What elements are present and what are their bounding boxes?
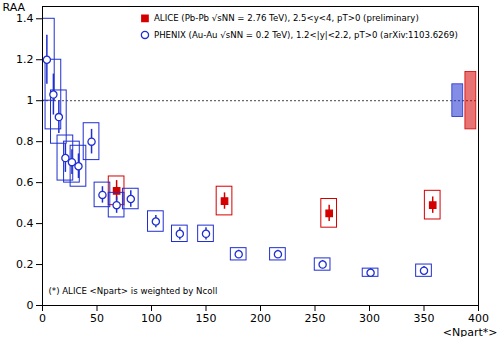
svg-text:300: 300: [359, 312, 380, 325]
svg-text:0.4: 0.4: [16, 217, 34, 230]
svg-text:0.8: 0.8: [16, 135, 34, 148]
svg-text:0.6: 0.6: [16, 176, 34, 189]
svg-text:150: 150: [196, 312, 217, 325]
svg-text:1.4: 1.4: [16, 12, 34, 26]
svg-text:<Npart*>: <Npart*>: [443, 326, 498, 337]
svg-text:0.2: 0.2: [16, 258, 34, 271]
svg-text:RAA: RAA: [3, 1, 26, 14]
svg-text:1.2: 1.2: [16, 53, 34, 66]
svg-text:50: 50: [90, 312, 104, 325]
svg-text:(*) ALICE <Npart> is weighted: (*) ALICE <Npart> is weighted by Ncoll: [49, 286, 218, 296]
svg-text:PHENIX (Au-Au √sNN = 0.2 TeV),: PHENIX (Au-Au √sNN = 0.2 TeV), 1.2<|y|<2…: [154, 30, 458, 40]
svg-text:400: 400: [468, 312, 489, 325]
svg-text:100: 100: [141, 312, 162, 325]
svg-text:350: 350: [414, 312, 435, 325]
svg-text:250: 250: [305, 312, 326, 325]
svg-text:1: 1: [27, 94, 34, 107]
svg-text:200: 200: [250, 312, 271, 325]
svg-text:0: 0: [39, 312, 46, 325]
svg-text:0: 0: [27, 299, 34, 312]
svg-text:ALICE (Pb-Pb √sNN = 2.76 TeV),: ALICE (Pb-Pb √sNN = 2.76 TeV), 2.5<y<4, …: [154, 13, 419, 23]
